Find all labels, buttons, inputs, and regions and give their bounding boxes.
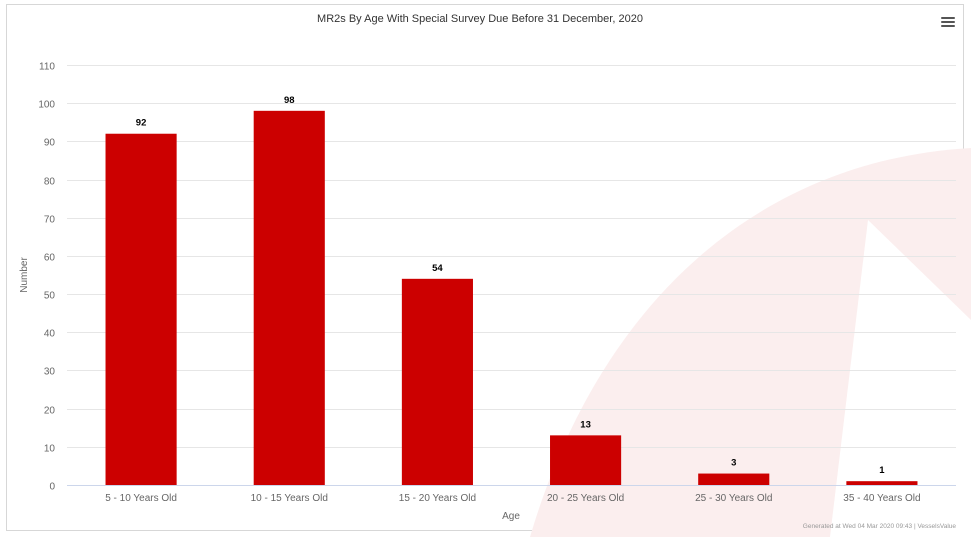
y-tick-label: 10: [44, 444, 56, 455]
x-tick-label: 25 - 30 Years Old: [695, 493, 772, 504]
y-tick-label: 0: [49, 482, 55, 493]
x-axis-ticks: 5 - 10 Years Old 10 - 15 Years Old 15 - 20…: [105, 493, 920, 504]
chart-credits: Generated at Wed 04 Mar 2020 09:43 | Ves…: [803, 523, 957, 530]
data-label: 92: [136, 118, 147, 129]
x-axis-title: Age: [502, 511, 520, 522]
data-label: 3: [731, 458, 736, 469]
y-tick-label: 20: [44, 406, 56, 417]
y-tick-label: 80: [44, 177, 56, 188]
y-tick-label: 60: [44, 253, 56, 264]
data-label: 1: [879, 465, 885, 476]
data-label: 54: [432, 263, 443, 274]
x-tick-label: 10 - 15 Years Old: [251, 493, 328, 504]
bar[interactable]: [846, 481, 918, 485]
menu-bar: [941, 21, 955, 23]
menu-bar: [941, 17, 955, 19]
data-label: 13: [580, 419, 591, 430]
bar[interactable]: [698, 473, 770, 485]
menu-bar: [941, 25, 955, 27]
x-tick-label: 35 - 40 Years Old: [843, 493, 920, 504]
y-tick-label: 40: [44, 329, 56, 340]
data-labels: 92 98 54 13 3 1: [136, 95, 885, 476]
x-tick-label: 5 - 10 Years Old: [105, 493, 177, 504]
hamburger-menu-icon[interactable]: [937, 12, 959, 32]
y-tick-label: 70: [44, 215, 56, 226]
x-tick-label: 15 - 20 Years Old: [399, 493, 476, 504]
data-label: 98: [284, 95, 295, 106]
y-axis-ticks: 0 10 20 30 40 50 60 70 80 90 100 110: [38, 62, 55, 493]
bar[interactable]: [550, 435, 622, 485]
y-tick-label: 90: [44, 138, 56, 149]
grid-lines: [67, 65, 956, 448]
y-tick-label: 100: [38, 100, 55, 111]
bar[interactable]: [105, 133, 177, 485]
x-tick-label: 20 - 25 Years Old: [547, 493, 624, 504]
bar[interactable]: [401, 278, 473, 485]
y-axis-title: Number: [19, 257, 30, 293]
bar[interactable]: [253, 110, 325, 486]
chart-title: MR2s By Age With Special Survey Due Befo…: [317, 13, 643, 25]
y-tick-label: 50: [44, 291, 56, 302]
watermark-logo: [530, 148, 971, 537]
bars: [105, 110, 918, 486]
y-tick-label: 110: [39, 62, 55, 73]
y-tick-label: 30: [44, 367, 56, 378]
